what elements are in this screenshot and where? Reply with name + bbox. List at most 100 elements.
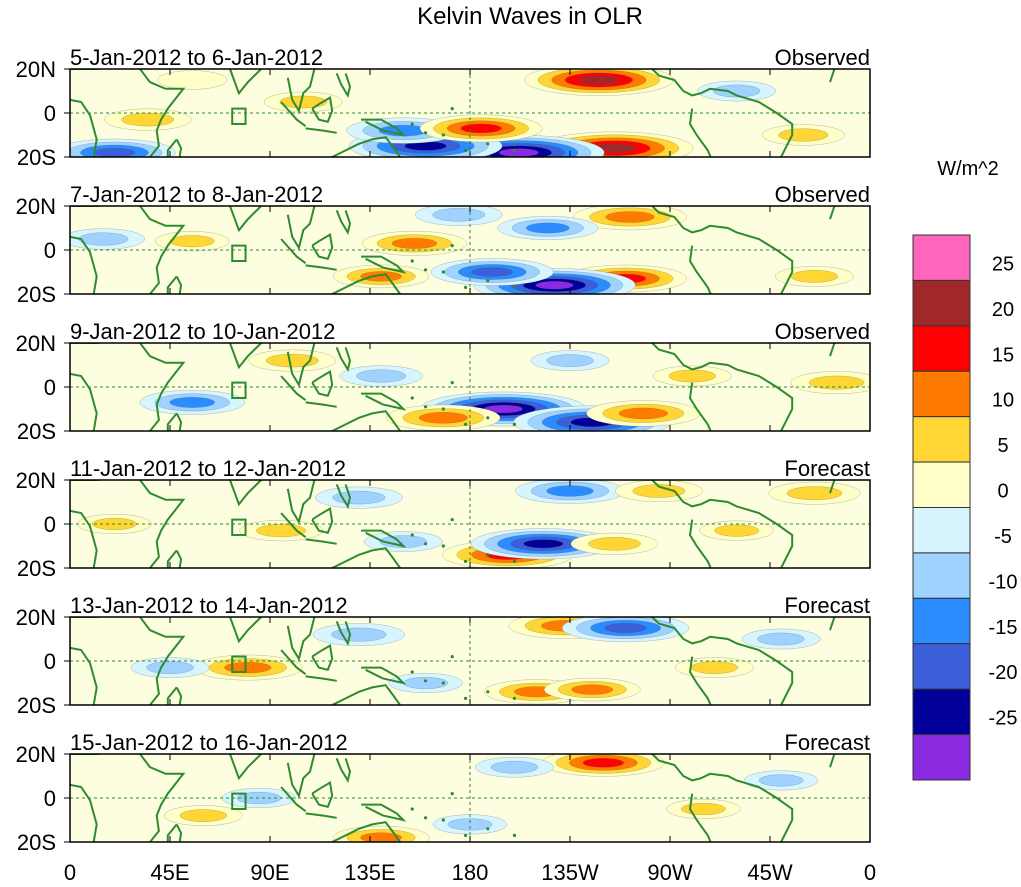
madagascar-coast <box>166 823 183 842</box>
anomaly-contour <box>460 123 502 134</box>
philippines-coast <box>335 210 352 235</box>
panel-status-label: Forecast <box>784 456 870 481</box>
anomaly-blob <box>70 228 145 250</box>
anomaly-contour <box>790 270 839 283</box>
coastlines <box>70 206 836 294</box>
lat-tick-label: 20S <box>17 693 56 718</box>
colorbar-swatch <box>912 461 971 509</box>
africa-coast <box>70 754 186 842</box>
lon-tick-label: 180 <box>452 860 489 885</box>
anomaly-blob <box>363 531 443 552</box>
panel-date-label: 13-Jan-2012 to 14-Jan-2012 <box>70 593 348 618</box>
anomaly-contour <box>498 148 539 157</box>
lat-tick-label: 0 <box>44 101 56 126</box>
indochina-coast <box>286 69 316 114</box>
java-coast <box>305 264 337 271</box>
anomaly-contour <box>432 208 486 222</box>
anomaly-blob <box>339 365 423 387</box>
new-guinea-coast <box>361 666 407 685</box>
new-guinea-coast <box>361 529 407 548</box>
panel-2: 20N 0 20S 7-Jan-2012 to 8-Jan-2012 Observed <box>16 182 871 307</box>
australia-coast <box>329 684 402 705</box>
anomaly-field <box>139 349 870 431</box>
panel-date-label: 15-Jan-2012 to 16-Jan-2012 <box>70 730 348 755</box>
colorbar-swatch <box>912 597 971 645</box>
chart-title: Kelvin Waves in OLR <box>417 3 643 30</box>
lon-tick-label: 135W <box>541 860 599 885</box>
colorbar-swatch <box>912 416 971 463</box>
indian-ocean-box <box>231 518 247 536</box>
india-coast <box>228 343 264 370</box>
lat-tick-label: 20S <box>17 282 56 307</box>
lat-tick-label: 20N <box>16 468 56 493</box>
island <box>423 268 428 272</box>
anomaly-contour <box>256 524 307 538</box>
anomaly-contour <box>757 632 805 646</box>
west-africa-coast <box>829 206 836 220</box>
anomaly-contour <box>224 661 272 674</box>
west-africa-coast <box>829 754 836 768</box>
anomaly-contour <box>157 70 228 90</box>
anomaly-blob <box>675 657 754 678</box>
americas-coast-west <box>688 108 712 157</box>
java-coast <box>305 401 337 408</box>
coastlines <box>70 617 836 705</box>
anomaly-blob <box>515 480 625 504</box>
island <box>441 133 445 137</box>
philippines-coast <box>335 484 352 509</box>
africa-coast <box>70 343 186 431</box>
americas-coast-east <box>650 480 794 568</box>
colorbar-swatch <box>912 279 971 327</box>
indochina-coast <box>286 754 316 799</box>
australia-coast <box>329 821 402 842</box>
philippines-coast <box>335 347 352 372</box>
java-coast <box>305 675 337 682</box>
anomaly-blob <box>475 756 554 778</box>
anomaly-contour <box>360 832 402 842</box>
anomaly-blob <box>666 799 741 820</box>
coastlines <box>70 480 836 568</box>
anomaly-contour <box>169 235 215 248</box>
anomaly-blob <box>239 519 323 542</box>
lat-tick-label: 20S <box>17 419 56 444</box>
island <box>463 148 468 152</box>
island <box>512 148 517 152</box>
anomaly-blob <box>697 80 777 102</box>
anomaly-blob <box>544 677 641 702</box>
lon-tick-label: 0 <box>64 860 76 885</box>
anomaly-contour <box>778 128 829 142</box>
lat-tick-label: 0 <box>44 786 56 811</box>
lat-tick-label: 0 <box>44 649 56 674</box>
anomaly-contour <box>571 684 614 695</box>
africa-coast <box>70 69 186 157</box>
anomaly-contour <box>379 535 428 548</box>
anomaly-contour <box>279 95 328 109</box>
anomaly-contour <box>535 281 574 290</box>
panel-4: 20N 0 20S 11-Jan-2012 to 12-Jan-2012 Forecas… <box>16 456 871 581</box>
island <box>423 816 428 820</box>
indian-ocean-box <box>231 792 247 810</box>
panel-1: 20N 0 20S 5-Jan-2012 to 6-Jan-2012 Observed <box>16 45 871 170</box>
island <box>486 690 490 694</box>
anomaly-blob <box>530 350 610 371</box>
colorbar-swatch <box>912 370 971 418</box>
colorbar-tick-label: 20 <box>992 299 1014 321</box>
island <box>450 244 454 248</box>
island <box>441 681 445 685</box>
anomaly-blob <box>761 124 845 146</box>
anomaly-contour <box>78 232 129 246</box>
new-guinea-coast <box>361 118 407 137</box>
island <box>423 405 428 409</box>
lat-tick-label: 20N <box>16 331 56 356</box>
island <box>423 679 428 683</box>
island <box>463 422 468 426</box>
madagascar-coast <box>166 138 183 157</box>
anomaly-field <box>130 617 821 705</box>
indochina-coast <box>286 480 316 525</box>
anomaly-contour <box>356 369 407 383</box>
anomaly-contour <box>546 354 594 367</box>
lat-tick-label: 20N <box>16 605 56 630</box>
sumatra-coast <box>280 786 307 813</box>
africa-coast <box>70 206 186 294</box>
